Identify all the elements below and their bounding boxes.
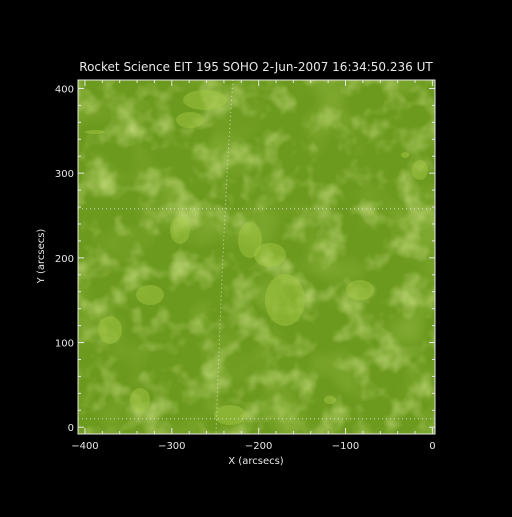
bright-feature [265, 274, 305, 326]
y-tick-label: 0 [68, 423, 74, 434]
x-tick-label: 0 [429, 441, 435, 452]
bright-feature [412, 160, 428, 180]
solar-image [78, 80, 435, 434]
bright-feature [324, 396, 336, 404]
solar-image-bright-texture [78, 80, 435, 434]
y-tick-label: 100 [55, 339, 74, 350]
plot-title: Rocket Science EIT 195 SOHO 2-Jun-2007 1… [79, 60, 433, 74]
plot-frame [77, 79, 436, 435]
bright-feature [254, 243, 286, 267]
bright-feature [346, 280, 374, 300]
grid-lines [78, 80, 435, 434]
y-axis: 0 100 200 300 400 [55, 84, 435, 434]
x-tick-label: −100 [332, 441, 359, 452]
bright-feature [136, 285, 164, 305]
bright-feature [130, 388, 150, 412]
bright-feature [170, 216, 190, 244]
x-tick-label: −300 [158, 441, 185, 452]
x-tick-label: −200 [245, 441, 272, 452]
x-axis-label: X (arcsecs) [228, 456, 284, 467]
x-tick-label: −400 [71, 441, 98, 452]
bright-feature [98, 316, 122, 344]
x-axis: −400 −300 −200 −100 0 [71, 80, 436, 452]
y-tick-label: 300 [55, 169, 74, 180]
bright-features [85, 90, 428, 425]
y-tick-label: 200 [55, 254, 74, 265]
bright-feature [85, 130, 105, 134]
bright-feature [214, 405, 246, 425]
y-axis-label: Y (arcsecs) [36, 229, 47, 285]
bright-feature [176, 112, 204, 128]
grid-line-meridian [215, 80, 234, 434]
y-tick-label: 400 [55, 84, 74, 95]
bright-feature [183, 90, 227, 110]
bright-feature [401, 152, 409, 158]
bright-feature [238, 222, 262, 258]
